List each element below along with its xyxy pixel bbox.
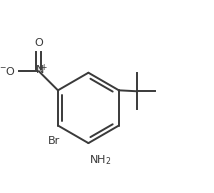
Text: NH$_2$: NH$_2$ — [89, 154, 111, 167]
Text: N: N — [36, 65, 44, 75]
Text: $^{-}$O: $^{-}$O — [0, 65, 16, 77]
Text: Br: Br — [48, 136, 60, 146]
Text: +: + — [40, 63, 47, 72]
Text: O: O — [34, 37, 43, 47]
